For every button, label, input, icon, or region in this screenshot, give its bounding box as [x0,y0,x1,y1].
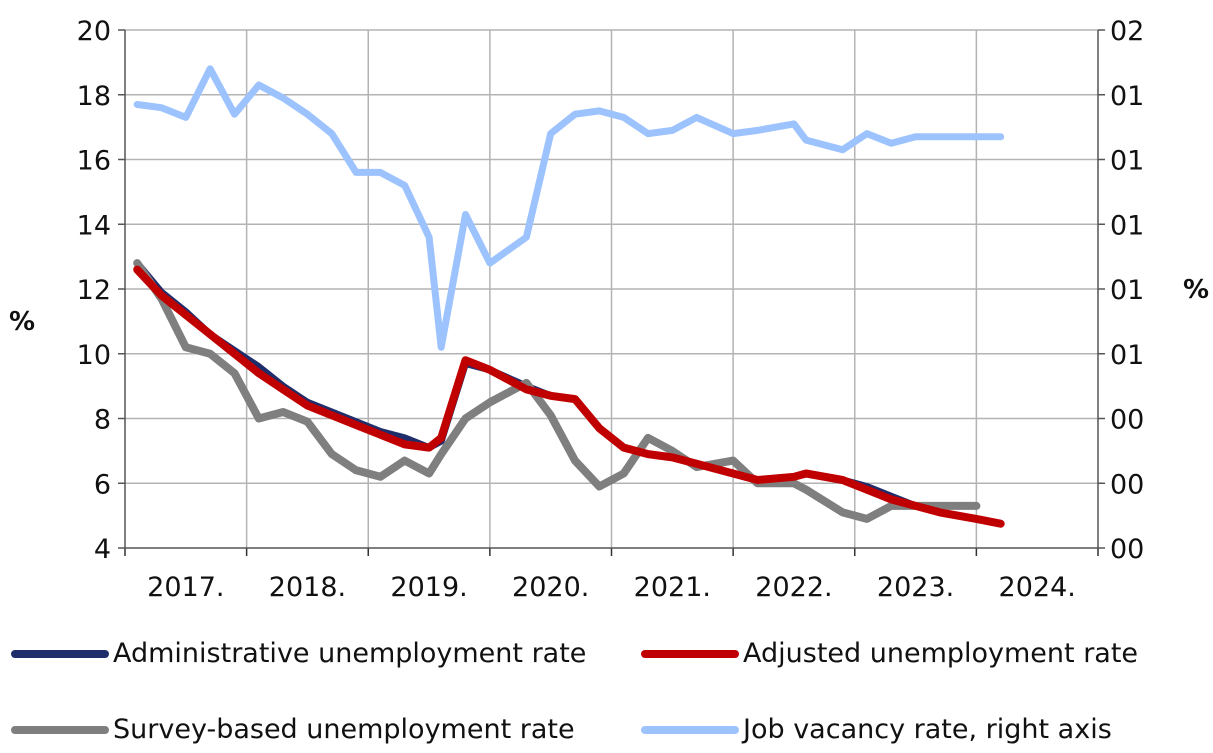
y-left-tick-label: 14 [77,210,111,241]
y-right-tick-label: 01 [1110,146,1144,177]
y-left-axis-title: % [9,307,35,337]
x-tick-label: 2021. [634,572,711,603]
y-right-tick-label: 02 [1110,16,1144,47]
y-left-tick-label: 4 [94,534,111,565]
y-left-tick-label: 18 [77,81,111,112]
legend-label: Administrative unemployment rate [113,638,586,669]
y-right-tick-label: 00 [1110,405,1144,436]
y-right-tick-label: 01 [1110,210,1144,241]
y-left-tick-label: 10 [77,340,111,371]
y-right-tick-label: 01 [1110,340,1144,371]
x-tick-label: 2024. [999,572,1076,603]
y-left-tick-label: 12 [77,275,111,306]
x-tick-label: 2019. [390,572,467,603]
legend-label: Survey-based unemployment rate [113,714,575,745]
y-right-tick-label: 00 [1110,469,1144,500]
y-right-tick-label: 00 [1110,534,1144,565]
y-right-tick-label: 01 [1110,81,1144,112]
series-line-4 [133,65,1005,351]
x-tick-label: 2022. [755,572,832,603]
x-tick-label: 2023. [877,572,954,603]
legend: Administrative unemployment rate Adjusted… [11,638,1138,745]
series-line-2 [133,265,1005,528]
series-line-1 [133,259,1005,528]
y-left-tick-label: 8 [94,405,111,436]
series-lines [133,65,1005,528]
gridlines [125,29,1098,548]
x-tick-label: 2017. [147,572,224,603]
series-line-3 [133,259,981,523]
y-left-tick-label: 20 [77,16,111,47]
axes: 20 02 18 01 16 01 14 01 12 01 10 01 8 00 6 00 4 00 2017. 20… [9,16,1209,603]
y-left-tick-label: 16 [77,146,111,177]
y-right-axis-title: % [1183,275,1209,305]
y-right-tick-label: 01 [1110,275,1144,306]
legend-label: Job vacancy rate, right axis [741,714,1112,745]
x-tick-label: 2018. [269,572,346,603]
legend-label: Adjusted unemployment rate [743,638,1138,669]
x-tick-label: 2020. [512,572,589,603]
y-left-tick-label: 6 [94,469,111,500]
